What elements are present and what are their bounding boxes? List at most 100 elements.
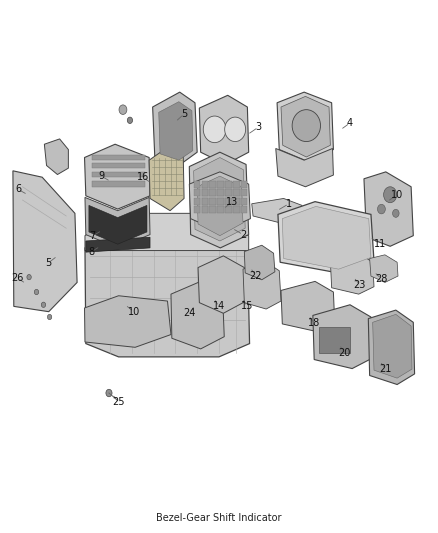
- Polygon shape: [85, 144, 150, 209]
- Text: 3: 3: [255, 122, 261, 132]
- Polygon shape: [241, 189, 247, 196]
- Bar: [318, 327, 350, 353]
- Text: 6: 6: [15, 184, 21, 195]
- Polygon shape: [217, 189, 224, 196]
- Text: 26: 26: [11, 273, 24, 283]
- Polygon shape: [171, 281, 224, 349]
- Ellipse shape: [27, 274, 31, 280]
- Polygon shape: [281, 96, 330, 157]
- Polygon shape: [89, 205, 147, 244]
- Polygon shape: [243, 261, 281, 309]
- Polygon shape: [85, 296, 171, 348]
- Polygon shape: [209, 189, 216, 196]
- Text: 22: 22: [249, 271, 261, 280]
- Ellipse shape: [378, 204, 385, 214]
- Ellipse shape: [34, 289, 39, 295]
- Polygon shape: [86, 237, 150, 252]
- Text: 10: 10: [128, 306, 140, 317]
- Polygon shape: [194, 158, 245, 241]
- Text: 15: 15: [241, 301, 254, 311]
- Ellipse shape: [47, 314, 52, 320]
- Polygon shape: [197, 176, 243, 236]
- Text: Bezel-Gear Shift Indicator: Bezel-Gear Shift Indicator: [156, 513, 282, 523]
- Polygon shape: [276, 149, 333, 187]
- Ellipse shape: [392, 209, 399, 217]
- Polygon shape: [85, 213, 249, 251]
- Text: 20: 20: [339, 348, 351, 358]
- Text: 7: 7: [89, 231, 95, 241]
- Polygon shape: [159, 102, 193, 160]
- Text: 9: 9: [98, 171, 104, 181]
- Text: 24: 24: [183, 308, 195, 318]
- Text: 1: 1: [286, 199, 292, 209]
- Polygon shape: [283, 206, 371, 269]
- Text: 28: 28: [375, 274, 388, 284]
- Polygon shape: [92, 163, 145, 168]
- Polygon shape: [233, 206, 240, 213]
- Polygon shape: [330, 253, 374, 294]
- Polygon shape: [225, 206, 232, 213]
- Text: 18: 18: [308, 318, 320, 328]
- Text: 21: 21: [380, 364, 392, 374]
- Ellipse shape: [119, 105, 127, 115]
- Text: 10: 10: [391, 190, 403, 200]
- Text: 5: 5: [45, 259, 51, 268]
- Polygon shape: [241, 206, 247, 213]
- Text: 13: 13: [226, 197, 238, 207]
- Text: 5: 5: [181, 109, 187, 119]
- Polygon shape: [209, 181, 216, 188]
- Polygon shape: [225, 198, 232, 205]
- Ellipse shape: [384, 187, 397, 203]
- Text: 23: 23: [353, 280, 366, 289]
- Text: 16: 16: [137, 172, 149, 182]
- Polygon shape: [233, 198, 240, 205]
- Polygon shape: [201, 206, 208, 213]
- Polygon shape: [92, 181, 145, 187]
- Ellipse shape: [292, 110, 321, 142]
- Ellipse shape: [41, 302, 46, 308]
- Polygon shape: [194, 189, 200, 196]
- Ellipse shape: [225, 117, 246, 142]
- Polygon shape: [92, 172, 145, 177]
- Polygon shape: [189, 152, 249, 248]
- Polygon shape: [201, 181, 208, 188]
- Polygon shape: [241, 198, 247, 205]
- Polygon shape: [198, 256, 246, 313]
- Text: 2: 2: [240, 230, 246, 240]
- Text: 25: 25: [112, 397, 125, 407]
- Polygon shape: [217, 181, 224, 188]
- Polygon shape: [13, 171, 77, 312]
- Polygon shape: [194, 206, 200, 213]
- Polygon shape: [189, 172, 251, 232]
- Polygon shape: [277, 92, 333, 161]
- Polygon shape: [85, 235, 250, 357]
- Polygon shape: [313, 305, 373, 368]
- Text: 8: 8: [88, 247, 95, 256]
- Polygon shape: [370, 255, 398, 282]
- Polygon shape: [194, 181, 200, 188]
- Polygon shape: [201, 189, 208, 196]
- Text: 4: 4: [347, 118, 353, 128]
- Polygon shape: [209, 206, 216, 213]
- Polygon shape: [199, 95, 249, 165]
- Polygon shape: [85, 197, 150, 248]
- Polygon shape: [241, 181, 247, 188]
- Polygon shape: [194, 198, 200, 205]
- Polygon shape: [209, 198, 216, 205]
- Polygon shape: [368, 310, 415, 384]
- Polygon shape: [225, 189, 232, 196]
- Polygon shape: [364, 172, 413, 246]
- Polygon shape: [225, 181, 232, 188]
- Polygon shape: [149, 144, 184, 211]
- Ellipse shape: [127, 117, 133, 124]
- Polygon shape: [217, 198, 224, 205]
- Text: 11: 11: [374, 239, 386, 248]
- Ellipse shape: [106, 389, 112, 397]
- Polygon shape: [44, 139, 68, 174]
- Polygon shape: [152, 92, 197, 165]
- Text: 14: 14: [213, 301, 225, 311]
- Polygon shape: [278, 201, 374, 273]
- Polygon shape: [281, 281, 335, 332]
- Polygon shape: [252, 198, 303, 224]
- Polygon shape: [92, 155, 145, 160]
